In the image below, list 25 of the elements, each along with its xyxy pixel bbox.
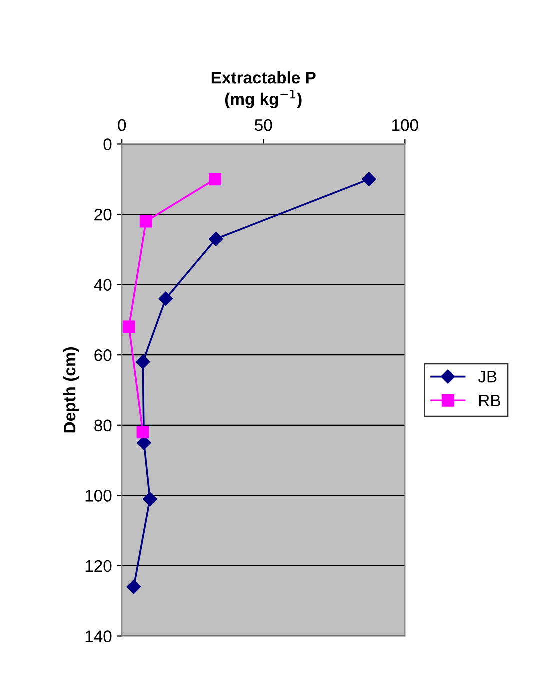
point [158, 292, 174, 306]
x-tick-label: 50 [255, 119, 272, 132]
y-tick-label: 80 [94, 420, 112, 432]
y-tick-label: 100 [86, 490, 112, 502]
y-tick-label: 0 [104, 138, 112, 150]
y-tick-label: 20 [94, 208, 112, 221]
y-tick-label: 140 [86, 630, 112, 642]
y-axis-title: Depth (cm) [63, 348, 80, 433]
x-axis-title: Extractable P (mg kg$^{−1}$) [212, 72, 316, 109]
point [140, 215, 152, 228]
point [143, 492, 158, 506]
legend-label: RB [480, 395, 500, 406]
point [122, 320, 136, 334]
point [208, 232, 224, 246]
point [136, 355, 150, 370]
point [136, 426, 150, 439]
point [362, 172, 376, 186]
point [126, 580, 142, 594]
x-tick-label: 100 [392, 119, 418, 132]
y-tick-label: 60 [94, 350, 112, 362]
x-tick-label: 0 [118, 119, 126, 132]
y-tick-label: 40 [94, 279, 112, 292]
legend-label: JB [478, 371, 497, 383]
point [208, 173, 222, 186]
y-tick-label: 120 [86, 560, 112, 572]
